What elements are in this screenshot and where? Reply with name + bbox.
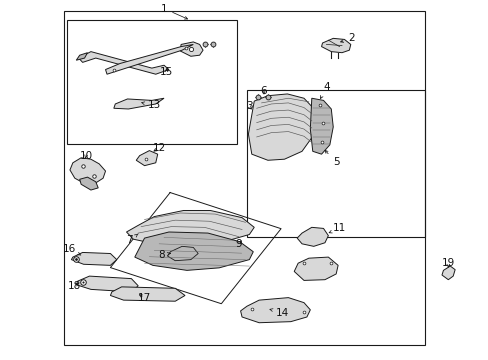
Polygon shape <box>297 227 328 246</box>
Polygon shape <box>114 98 163 109</box>
Text: 11: 11 <box>328 224 346 233</box>
Text: 19: 19 <box>441 258 454 268</box>
Polygon shape <box>80 177 98 190</box>
Text: 13: 13 <box>142 100 161 111</box>
Text: 5: 5 <box>325 150 339 167</box>
Polygon shape <box>105 44 193 74</box>
Polygon shape <box>71 252 117 265</box>
Polygon shape <box>136 150 158 166</box>
Text: 14: 14 <box>269 308 288 318</box>
Bar <box>66 21 237 144</box>
Text: 18: 18 <box>68 281 81 291</box>
Polygon shape <box>441 266 454 280</box>
Polygon shape <box>248 94 315 160</box>
Polygon shape <box>76 276 138 292</box>
Polygon shape <box>70 158 105 184</box>
Text: 15: 15 <box>160 67 173 77</box>
Text: 12: 12 <box>152 143 165 153</box>
Polygon shape <box>167 246 198 261</box>
Text: 17: 17 <box>138 293 151 303</box>
Text: 8: 8 <box>158 250 170 260</box>
Polygon shape <box>294 257 337 280</box>
Text: 6: 6 <box>260 86 267 96</box>
Bar <box>64 12 424 345</box>
Polygon shape <box>180 42 203 56</box>
Text: 1: 1 <box>161 4 187 19</box>
Text: 16: 16 <box>62 244 81 255</box>
Polygon shape <box>126 211 254 245</box>
Polygon shape <box>310 98 332 154</box>
Polygon shape <box>240 298 310 323</box>
Text: 4: 4 <box>320 82 329 99</box>
Polygon shape <box>76 53 87 60</box>
Polygon shape <box>79 51 168 74</box>
Text: 2: 2 <box>340 33 354 43</box>
Text: 3: 3 <box>245 102 252 112</box>
Text: 7: 7 <box>126 234 138 245</box>
Text: 9: 9 <box>235 239 242 249</box>
Polygon shape <box>321 39 350 53</box>
Polygon shape <box>110 287 184 301</box>
Text: 10: 10 <box>80 150 92 161</box>
Polygon shape <box>135 232 253 270</box>
Bar <box>246 90 424 237</box>
